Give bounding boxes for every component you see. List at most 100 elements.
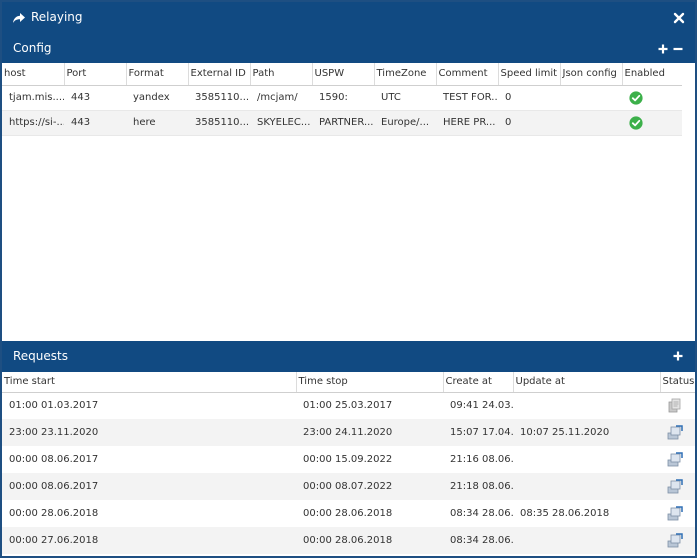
cell-host: tjam.mis.... bbox=[2, 85, 64, 111]
cell-update-at bbox=[513, 392, 660, 419]
config-col-format[interactable]: Format bbox=[126, 63, 189, 86]
cell-external-id: 3585110... bbox=[188, 110, 250, 136]
cell-time-stop: 00:00 28.06.2018 bbox=[296, 527, 443, 554]
cell-create-at: 09:41 24.03... bbox=[450, 400, 513, 412]
cell-time-start: 00:00 08.06.2017 bbox=[2, 473, 296, 500]
cell-path: SKYELEC... bbox=[250, 110, 312, 136]
cell-update-at bbox=[513, 473, 660, 500]
cell-format: yandex bbox=[126, 85, 188, 111]
requests-col-create-at[interactable]: Create at bbox=[443, 372, 514, 393]
sent-icon bbox=[667, 533, 683, 548]
cell-port: 443 bbox=[64, 110, 126, 136]
cell-time-start: 00:00 28.06.2018 bbox=[9, 508, 99, 519]
cell-enabled bbox=[622, 110, 682, 136]
requests-section-header: Requests bbox=[2, 341, 695, 372]
add-request-button[interactable] bbox=[672, 350, 684, 362]
cell-external-id: 3585110... bbox=[188, 85, 250, 111]
cell-update-at: 10:07 25.11.2020 bbox=[513, 419, 660, 446]
cell-create-at: 08:34 28.06... bbox=[450, 508, 513, 519]
cell-update-at bbox=[513, 446, 660, 473]
cell-status bbox=[660, 392, 695, 419]
pending-icon bbox=[668, 398, 681, 413]
request-row[interactable]: 00:00 08.06.2017 00:00 08.07.2022 21:18 … bbox=[2, 473, 695, 500]
cell-format: here bbox=[126, 110, 188, 136]
cell-time-start: 01:00 01.03.2017 bbox=[9, 400, 99, 412]
cell-status bbox=[660, 500, 695, 527]
cell-time-stop: 01:00 25.03.2017 bbox=[303, 400, 393, 412]
cell-path: /mcjam/ bbox=[250, 85, 312, 111]
cell-time-start: 00:00 27.06.2018 bbox=[2, 527, 296, 554]
window-title: Relaying bbox=[31, 10, 83, 24]
add-config-button[interactable] bbox=[657, 43, 669, 55]
request-row[interactable]: 00:00 28.06.2018 00:00 28.06.2018 08:34 … bbox=[2, 500, 695, 527]
requests-col-status[interactable]: Status bbox=[660, 372, 695, 393]
sent-icon bbox=[667, 479, 683, 494]
config-panel: host Port Format External ID Path USPW T… bbox=[2, 63, 695, 341]
config-col-external-id[interactable]: External ID bbox=[188, 63, 251, 86]
config-row[interactable]: tjam.mis.... 443 yandex 3585110... /mcja… bbox=[2, 85, 682, 111]
config-col-comment[interactable]: Comment bbox=[436, 63, 499, 86]
config-section-header: Config bbox=[2, 35, 695, 63]
config-col-enabled[interactable]: Enabled bbox=[622, 63, 682, 86]
check-icon bbox=[629, 90, 643, 105]
cell-port: 443 bbox=[64, 85, 126, 111]
config-col-json-config[interactable]: Json config bbox=[560, 63, 623, 86]
cell-time-stop: 00:00 08.07.2022 bbox=[296, 473, 443, 500]
window-titlebar: Relaying bbox=[2, 2, 695, 35]
request-row[interactable]: 00:00 08.06.2017 00:00 15.09.2022 21:16 … bbox=[2, 446, 695, 473]
config-table: host Port Format External ID Path USPW T… bbox=[2, 63, 682, 136]
cell-time-start: 00:00 08.06.2017 bbox=[9, 454, 99, 465]
cell-time-start: 23:00 23.11.2020 bbox=[2, 419, 296, 446]
cell-timezone: UTC bbox=[374, 85, 436, 111]
requests-section-title: Requests bbox=[13, 349, 68, 363]
config-col-uspw[interactable]: USPW bbox=[312, 63, 375, 86]
cell-speed-limit: 0 bbox=[498, 85, 560, 111]
share-arrow-icon bbox=[13, 13, 25, 23]
check-icon bbox=[629, 115, 643, 130]
cell-status bbox=[660, 473, 695, 500]
requests-header-row: Time start Time stop Create at Update at… bbox=[2, 372, 695, 393]
config-section-title: Config bbox=[13, 41, 52, 55]
requests-col-time-start[interactable]: Time start bbox=[2, 372, 297, 393]
config-col-host[interactable]: host bbox=[2, 63, 65, 86]
config-col-path[interactable]: Path bbox=[250, 63, 313, 86]
cell-update-at bbox=[513, 527, 660, 554]
request-row[interactable]: 23:00 23.11.2020 23:00 24.11.2020 15:07 … bbox=[2, 419, 695, 446]
close-icon[interactable] bbox=[673, 12, 685, 24]
cell-time-stop: 00:00 15.09.2022 bbox=[303, 454, 393, 465]
requests-table: Time start Time stop Create at Update at… bbox=[2, 372, 695, 554]
request-row[interactable]: 00:00 27.06.2018 00:00 28.06.2018 08:34 … bbox=[2, 527, 695, 554]
config-header-row: host Port Format External ID Path USPW T… bbox=[2, 63, 682, 86]
sent-icon bbox=[667, 425, 683, 440]
cell-host: https://si-... bbox=[2, 110, 64, 136]
config-row[interactable]: https://si-... 443 here 3585110... SKYEL… bbox=[2, 110, 682, 136]
cell-create-at: 08:34 28.06... bbox=[443, 527, 513, 554]
config-col-timezone[interactable]: TimeZone bbox=[374, 63, 437, 86]
cell-uspw: PARTNER... bbox=[312, 110, 374, 136]
request-row[interactable]: 01:00 01.03.2017 01:00 25.03.2017 09:41 … bbox=[2, 392, 695, 419]
cell-time-stop: 00:00 28.06.2018 bbox=[303, 508, 393, 519]
cell-json-config bbox=[560, 110, 622, 136]
requests-col-time-stop[interactable]: Time stop bbox=[296, 372, 444, 393]
config-col-speed-limit[interactable]: Speed limit bbox=[498, 63, 561, 86]
cell-status bbox=[660, 419, 695, 446]
cell-comment: TEST FOR... bbox=[436, 85, 498, 111]
sent-icon bbox=[667, 506, 683, 521]
cell-enabled bbox=[622, 85, 682, 111]
cell-time-stop: 23:00 24.11.2020 bbox=[296, 419, 443, 446]
cell-timezone: Europe/... bbox=[374, 110, 436, 136]
config-col-port[interactable]: Port bbox=[64, 63, 127, 86]
sent-icon bbox=[667, 452, 683, 467]
cell-create-at: 21:16 08.06... bbox=[450, 454, 513, 465]
cell-update-at: 08:35 28.06.2018 bbox=[520, 508, 610, 519]
remove-config-button[interactable] bbox=[672, 43, 684, 55]
requests-col-update-at[interactable]: Update at bbox=[513, 372, 661, 393]
cell-speed-limit: 0 bbox=[498, 110, 560, 136]
cell-uspw: 1590: bbox=[312, 85, 374, 111]
cell-status bbox=[660, 446, 695, 473]
cell-json-config bbox=[560, 85, 622, 111]
requests-panel: Time start Time stop Create at Update at… bbox=[2, 372, 695, 556]
cell-create-at: 21:18 08.06... bbox=[443, 473, 513, 500]
cell-comment: HERE PR... bbox=[436, 110, 498, 136]
